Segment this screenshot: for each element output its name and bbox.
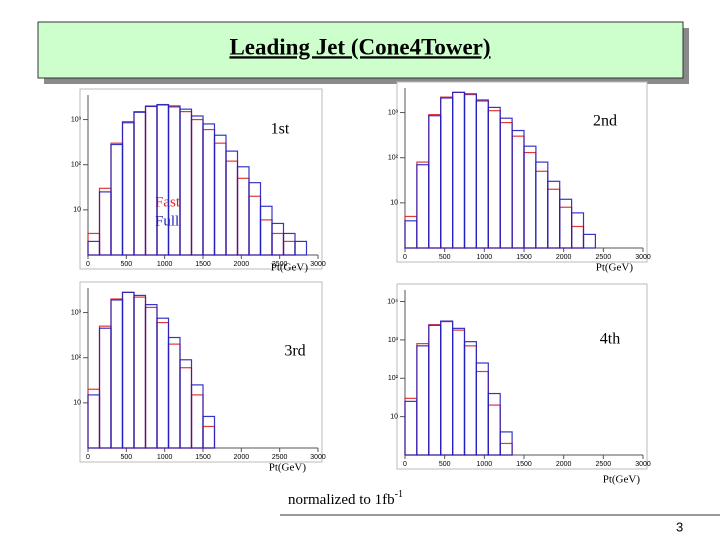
histogram-bin	[487, 392, 501, 456]
x-tick-label: 500	[439, 461, 451, 468]
panel-label: 3rd	[284, 343, 305, 360]
y-tick-label: 10²	[388, 155, 399, 162]
note-superscript: -1	[395, 489, 403, 500]
x-axis-label: Pt(GeV)	[603, 474, 641, 486]
y-tick-label: 10	[73, 400, 81, 407]
y-tick-label: 10	[390, 413, 398, 420]
plot-frame	[396, 283, 648, 470]
histogram-bin	[582, 233, 596, 249]
histogram-bin	[202, 415, 216, 449]
x-tick-label: 0	[86, 454, 90, 461]
y-tick-label: 10	[390, 200, 398, 207]
legend-entry: Full	[155, 213, 179, 229]
histogram-bin	[294, 240, 308, 256]
panel-label: 4th	[600, 331, 620, 348]
y-tick-label: 10²	[71, 355, 82, 362]
x-tick-label: 500	[120, 261, 132, 268]
x-axis-label: Pt(GeV)	[596, 262, 634, 274]
page-number: 3	[676, 519, 683, 534]
x-tick-label: 500	[120, 454, 132, 461]
x-tick-label: 1000	[477, 254, 493, 261]
y-tick-label: 10³	[71, 116, 82, 123]
x-tick-label: 2000	[234, 454, 250, 461]
histogram-bin	[499, 431, 513, 456]
x-tick-label: 2500	[596, 254, 612, 261]
x-tick-label: 2000	[556, 254, 572, 261]
y-tick-label: 10⁴	[387, 298, 398, 305]
histogram-bin	[570, 212, 585, 249]
y-tick-label: 10³	[71, 309, 82, 316]
x-tick-label: 500	[439, 254, 451, 261]
y-tick-label: 10³	[388, 109, 399, 116]
x-tick-label: 3000	[635, 461, 651, 468]
x-tick-label: 0	[403, 254, 407, 261]
x-tick-label: 1000	[157, 261, 173, 268]
note: normalized to 1fb-1	[288, 489, 403, 508]
x-tick-label: 2000	[234, 261, 250, 268]
y-tick-label: 10	[73, 207, 81, 214]
x-tick-label: 2500	[272, 261, 288, 268]
x-tick-label: 0	[403, 461, 407, 468]
x-tick-label: 1500	[195, 261, 211, 268]
x-tick-label: 1500	[195, 454, 211, 461]
panel-label: 2nd	[593, 113, 617, 130]
plot-frame	[79, 281, 323, 463]
y-tick-label: 10²	[388, 375, 399, 382]
x-tick-label: 2000	[556, 461, 572, 468]
panel-label: 1st	[271, 121, 290, 138]
x-tick-label: 1000	[477, 461, 493, 468]
y-tick-label: 10²	[71, 162, 82, 169]
y-tick-label: 10³	[388, 337, 399, 344]
x-tick-label: 1500	[516, 254, 532, 261]
x-tick-label: 3000	[310, 261, 326, 268]
x-tick-label: 3000	[310, 454, 326, 461]
x-axis-label: Pt(GeV)	[269, 462, 307, 474]
x-tick-label: 3000	[635, 254, 651, 261]
x-tick-label: 1000	[157, 454, 173, 461]
title-box	[37, 21, 684, 79]
x-axis-label: Pt(GeV)	[271, 262, 309, 274]
x-tick-label: 1500	[516, 461, 532, 468]
note-text: normalized to 1fb	[288, 492, 395, 508]
plot-frame	[396, 81, 648, 263]
x-tick-label: 2500	[272, 454, 288, 461]
x-tick-label: 2500	[596, 461, 612, 468]
slide-title: Leading Jet (Cone4Tower)	[229, 34, 490, 59]
x-tick-label: 0	[86, 261, 90, 268]
